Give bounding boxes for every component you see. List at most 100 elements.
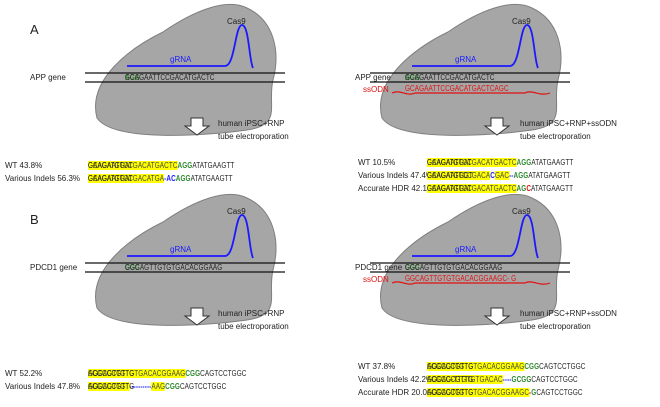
sequence-segment: CAGTCCTGGC bbox=[539, 362, 586, 371]
result-name: Accurate HDR 42.1% bbox=[358, 184, 435, 193]
result-sequence: ACGCCCGTTG GGCAGTTGTGTGACACGGAAGCGG CAGTCC… bbox=[88, 369, 246, 379]
target-sequence: GGCAGTTGTGTGACACGGAAG CGG bbox=[405, 263, 502, 273]
sequence-segment: GAAGATGGAT bbox=[427, 158, 472, 167]
condition-text: tube electroporation bbox=[520, 132, 591, 141]
cas9-blob bbox=[380, 4, 562, 136]
grna-curve bbox=[127, 24, 254, 69]
sequence-segment: GCAGAATTCCGACATGACTC bbox=[405, 72, 495, 82]
sequence-segment: GCAGAATTCCGACATGA bbox=[88, 174, 165, 183]
sequence-segment: ATATGAAGTT bbox=[190, 174, 233, 183]
sequence-segment: GGCAGTTGTGTGACACGGAAG bbox=[125, 262, 223, 272]
ssodn-label: ssODN bbox=[363, 85, 389, 94]
grna-label: gRNA bbox=[170, 245, 192, 254]
sequence-segment: AGG bbox=[516, 158, 532, 167]
sequence-segment: GGCAGTTGTGTGACACGGAAG bbox=[427, 362, 525, 371]
sequence-segment: AGG bbox=[125, 72, 140, 82]
gene-label: PDCD1 gene bbox=[30, 262, 78, 272]
sequence-segment: GCGG bbox=[511, 375, 532, 384]
sequence-segment: CAGTCCTGGC bbox=[200, 369, 247, 378]
sequence-segment: GGCAGTTGTGTGACACGGAAG bbox=[88, 369, 186, 378]
sequence-segment: CAGTCCTGGC bbox=[179, 382, 227, 391]
sequence-segment: GAC bbox=[494, 171, 510, 180]
sequence-segment: GCAGAATTCCGACATGACTCAGC bbox=[405, 84, 509, 93]
process-arrow bbox=[183, 117, 211, 136]
sequence-segment: GAAGATGGGT bbox=[427, 171, 473, 180]
cas9-label: Cas9 bbox=[227, 17, 246, 26]
ssodn-sequence: GGCAGTTGTGTGACACGGAAGC- G bbox=[405, 274, 516, 284]
sequence-segment: CGG bbox=[165, 382, 180, 391]
cas9-blob bbox=[95, 4, 277, 136]
process-arrow bbox=[183, 307, 211, 326]
sequence-segment: GGCAGTTGT bbox=[88, 382, 130, 391]
cas9-blob bbox=[95, 194, 277, 326]
target-sequence: GGCAGTTGTGTGACACGGAAG CGG bbox=[125, 262, 222, 273]
sequence-segment: CAGTCCTGGC bbox=[536, 388, 583, 397]
result-sequence: GAAGATGGAT GCAGAATTCCGACATGACTCAGG ATATGAA… bbox=[88, 161, 234, 171]
sequence-segment: GAAGATGGAT bbox=[88, 161, 133, 170]
result-sequence: ACGCCCGTTG GGCAG-TTGTGTGACAC----GCGG CAGTC… bbox=[427, 375, 578, 385]
condition-text: human iPSC+RNP+ssODN bbox=[520, 119, 617, 128]
grna-label: gRNA bbox=[455, 245, 477, 254]
sequence-segment: C bbox=[526, 184, 532, 193]
sequence-segment: - bbox=[529, 388, 532, 397]
sequence-segment: AAG bbox=[151, 382, 166, 391]
result-name: WT 37.8% bbox=[358, 362, 396, 371]
result-sequence: GAAGATGGAT GCAGAATTCCGACATGACTCAGG ATATGAA… bbox=[427, 158, 573, 168]
sequence-segment: GGCAGTTGTGTGACACGGAAG bbox=[405, 262, 503, 272]
sequence-segment: AGG bbox=[175, 174, 191, 183]
cas9-blob bbox=[380, 194, 562, 326]
sequence-segment: AGG bbox=[405, 72, 420, 82]
panel-letter: A bbox=[30, 22, 39, 37]
gene-label: PDCD1 gene bbox=[355, 262, 403, 272]
result-sequence: ACGCCCGTTG GGCAGTTGTGTGACACGGAAGC-G CAGTCC… bbox=[427, 388, 583, 398]
sequence-segment: GCAGAATTCCGACA bbox=[427, 171, 491, 180]
cas9-label: Cas9 bbox=[512, 17, 531, 26]
condition-text: tube electroporation bbox=[218, 322, 289, 331]
result-name: WT 43.8% bbox=[5, 161, 43, 170]
result-name: Various Indels 47.8% bbox=[5, 382, 81, 391]
condition-text: human iPSC+RNP bbox=[218, 309, 285, 318]
ssodn-sequence: GCAGAATTCCGACATGACTCAGC bbox=[405, 84, 509, 94]
cas9-label: Cas9 bbox=[512, 207, 531, 216]
grna-curve bbox=[127, 214, 254, 259]
sequence-segment: ACGCCCGTTG bbox=[88, 382, 135, 391]
sequence-segment: ATATGAAGTT bbox=[528, 171, 571, 180]
result-name: Various Indels 42.2% bbox=[358, 375, 434, 384]
sequence-segment: CGG bbox=[524, 362, 540, 371]
result-name: Various Indels 56.3% bbox=[5, 174, 81, 183]
grna-label: gRNA bbox=[455, 55, 477, 64]
sequence-segment: -AC bbox=[164, 174, 176, 183]
sequence-segment: AGG bbox=[177, 161, 193, 170]
sequence-segment: ---- bbox=[502, 375, 512, 384]
cas9-label: Cas9 bbox=[227, 207, 246, 216]
gene-label: APP gene bbox=[355, 72, 391, 82]
gene-label: APP gene bbox=[30, 72, 66, 82]
sequence-segment: CAGTCCTGGC bbox=[531, 375, 578, 384]
sequence-segment: CGG bbox=[125, 262, 140, 272]
result-sequence: GAAGATGGAT GCAGAATTCCGACATGA-ACAGG ATATGAA… bbox=[88, 174, 233, 184]
sequence-segment: ACGCCCGTTG bbox=[88, 369, 135, 378]
target-sequence: GCAGAATTCCGACATGACTC AGG bbox=[125, 72, 214, 83]
process-arrow bbox=[483, 307, 511, 326]
sequence-segment: AG bbox=[516, 184, 527, 193]
sequence-segment: GCAGAATTCCGACATGACTC bbox=[125, 72, 215, 82]
sequence-segment: GAAGATGGAT bbox=[88, 174, 133, 183]
condition-text: tube electroporation bbox=[218, 132, 289, 141]
result-name: WT 10.5% bbox=[358, 158, 396, 167]
sequence-segment: ACGCCCGTTG bbox=[427, 362, 474, 371]
result-sequence: GAAGATGGAT GCAGAATTCCGACATGACTCAGC ATATGAA… bbox=[427, 184, 573, 194]
panel-letter: B bbox=[30, 212, 39, 227]
sequence-segment: AGG bbox=[513, 171, 529, 180]
sequence-segment: G bbox=[531, 388, 537, 397]
sequence-segment: ATATGAAGTT bbox=[531, 158, 574, 167]
sequence-segment: ACGCCCGTTG bbox=[427, 375, 474, 384]
sequence-segment: GGCAGTTGTGTGACACGGAAGC- G bbox=[405, 274, 517, 283]
grna-curve bbox=[412, 24, 539, 69]
sequence-segment: ---------- bbox=[129, 382, 152, 391]
sequence-segment: GAAGATGGAT bbox=[427, 184, 472, 193]
condition-text: human iPSC+RNP bbox=[218, 119, 285, 128]
ssodn-strand bbox=[391, 91, 551, 95]
result-sequence: ACGCCCGTTG GGCAGTTGTGTGACACGGAAGCGG CAGTCC… bbox=[427, 362, 585, 372]
